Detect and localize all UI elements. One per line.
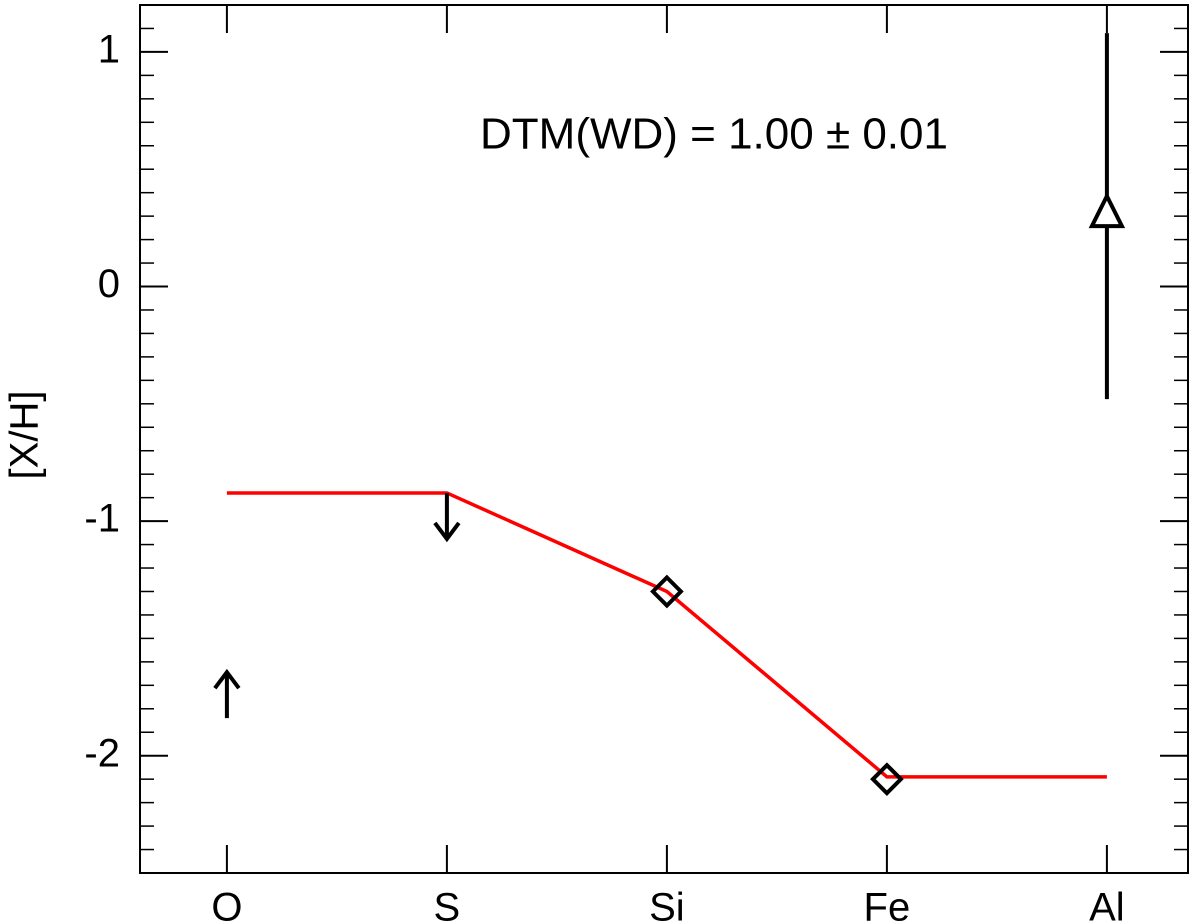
y-tick-label: -2 (84, 731, 120, 775)
diamond-marker (870, 762, 904, 796)
y-axis-label: [X/H] (3, 391, 47, 480)
lower-limit-arrow (213, 668, 241, 719)
x-tick-label: S (434, 886, 461, 924)
plot-frame (139, 4, 1189, 874)
diamond-marker (650, 574, 684, 609)
y-tick-label: -1 (84, 497, 120, 541)
model-line (226, 491, 1107, 779)
x-tick-label: Fe (864, 886, 911, 924)
x-tick-label: Si (649, 886, 685, 924)
y-tick-label: 1 (98, 27, 120, 71)
y-tick-label: 0 (98, 262, 120, 306)
annotation: DTM(WD) = 1.00 ± 0.01 (480, 110, 948, 159)
upper-limit-arrow (433, 492, 461, 543)
x-tick-label: O (211, 886, 242, 924)
triangle-marker (1088, 191, 1126, 229)
x-tick-label: Al (1089, 886, 1125, 924)
